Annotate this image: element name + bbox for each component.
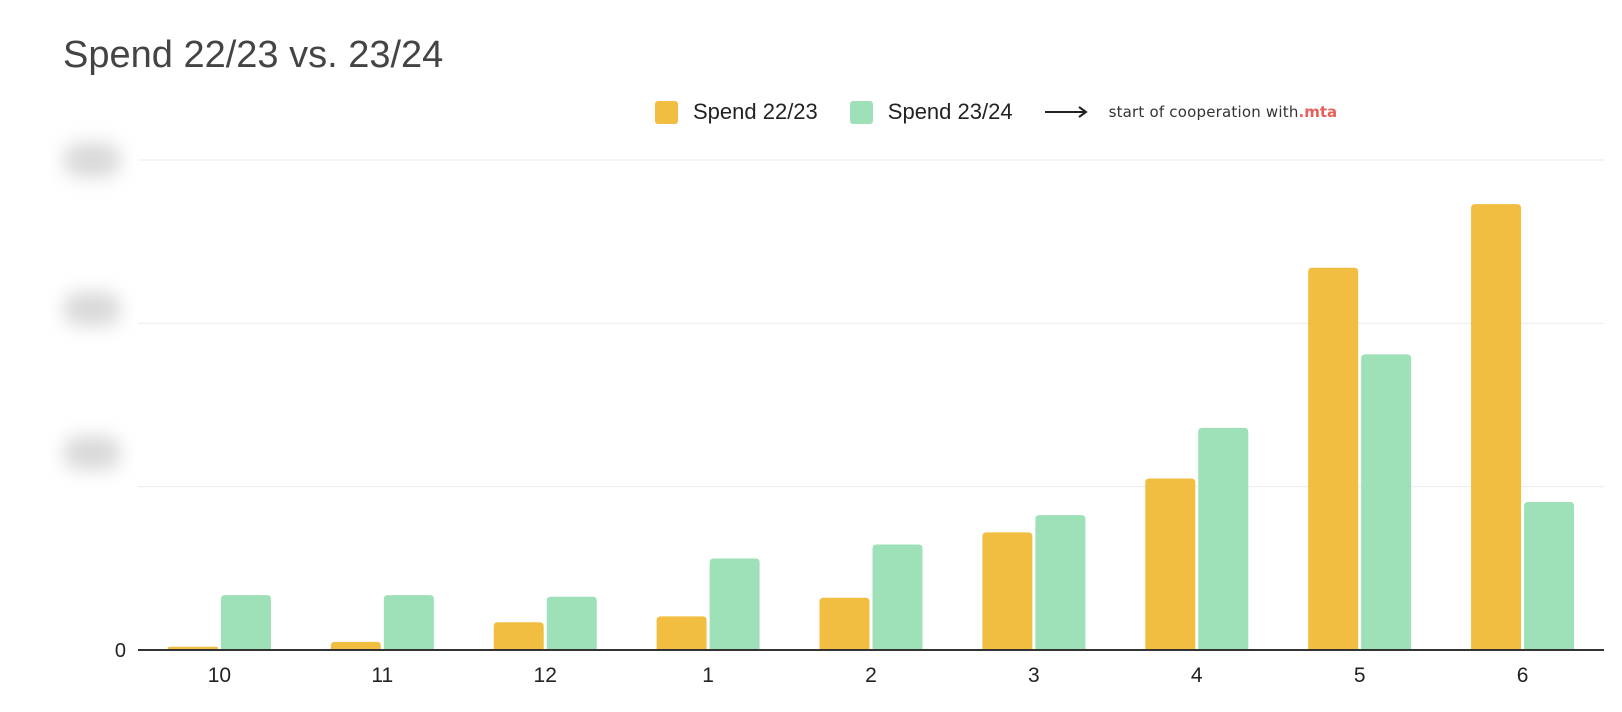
legend-swatch-series-2 [849, 100, 873, 124]
right-arrow-icon [1044, 106, 1088, 118]
bar-spend-23-24-4 [1198, 427, 1249, 650]
chart-title: Spend 22/23 vs. 23/24 [63, 34, 444, 76]
x-tick-label: 2 [865, 664, 877, 687]
legend-label-series-2: Spend 23/24 [887, 99, 1013, 124]
legend-swatch-series-1 [655, 100, 678, 124]
bar-spend-22-23-1 [656, 616, 707, 650]
bar-spend-22-23-5 [1308, 267, 1359, 650]
x-tick-label: 5 [1354, 664, 1366, 687]
legend-label-series-1: Spend 22/23 [693, 99, 818, 124]
x-tick-label: 6 [1517, 664, 1529, 687]
gridlines: 0 [115, 159, 1604, 662]
chart-legend: Spend 22/23 Spend 23/24 start of coopera… [655, 97, 1337, 127]
bar-spend-22-23-11 [330, 641, 381, 650]
brand-name: .mta [1298, 103, 1338, 121]
bar-spend-23-24-6 [1524, 502, 1575, 650]
blurred-y-tick-label [63, 436, 121, 470]
bar-spend-22-23-2 [819, 597, 870, 650]
x-tick-label: 1 [702, 664, 714, 687]
bar-spend-23-24-5 [1361, 354, 1412, 650]
bar-spend-23-24-11 [383, 595, 434, 650]
bar-spend-23-24-2 [872, 544, 923, 650]
x-tick-label: 4 [1191, 664, 1203, 687]
bar-spend-23-24-12 [546, 596, 597, 650]
x-tick-label: 10 [208, 664, 231, 687]
bars: 10 11 12 1 2 3 4 5 6 [167, 204, 1575, 687]
legend-item-series-2: Spend 23/24 [849, 99, 1013, 125]
bar-spend-23-24-1 [709, 558, 760, 650]
x-tick-label: 3 [1028, 664, 1040, 687]
legend-note: start of cooperation with .mta [1044, 103, 1338, 121]
bar-spend-22-23-4 [1145, 478, 1196, 650]
x-tick-label: 11 [371, 664, 393, 687]
bar-spend-22-23-12 [493, 622, 544, 650]
bar-spend-22-23-3 [982, 532, 1033, 650]
bar-spend-23-24-3 [1035, 515, 1086, 650]
legend-note-text: start of cooperation with [1108, 103, 1299, 121]
x-tick-label: 12 [534, 664, 557, 687]
bar-spend-22-23-6 [1471, 204, 1522, 650]
y-tick-label: 0 [115, 640, 126, 662]
blurred-y-tick-label [63, 292, 121, 326]
blurred-y-tick-label [63, 143, 121, 177]
bar-spend-23-24-10 [220, 595, 271, 650]
legend-item-series-1: Spend 22/23 [655, 99, 818, 125]
